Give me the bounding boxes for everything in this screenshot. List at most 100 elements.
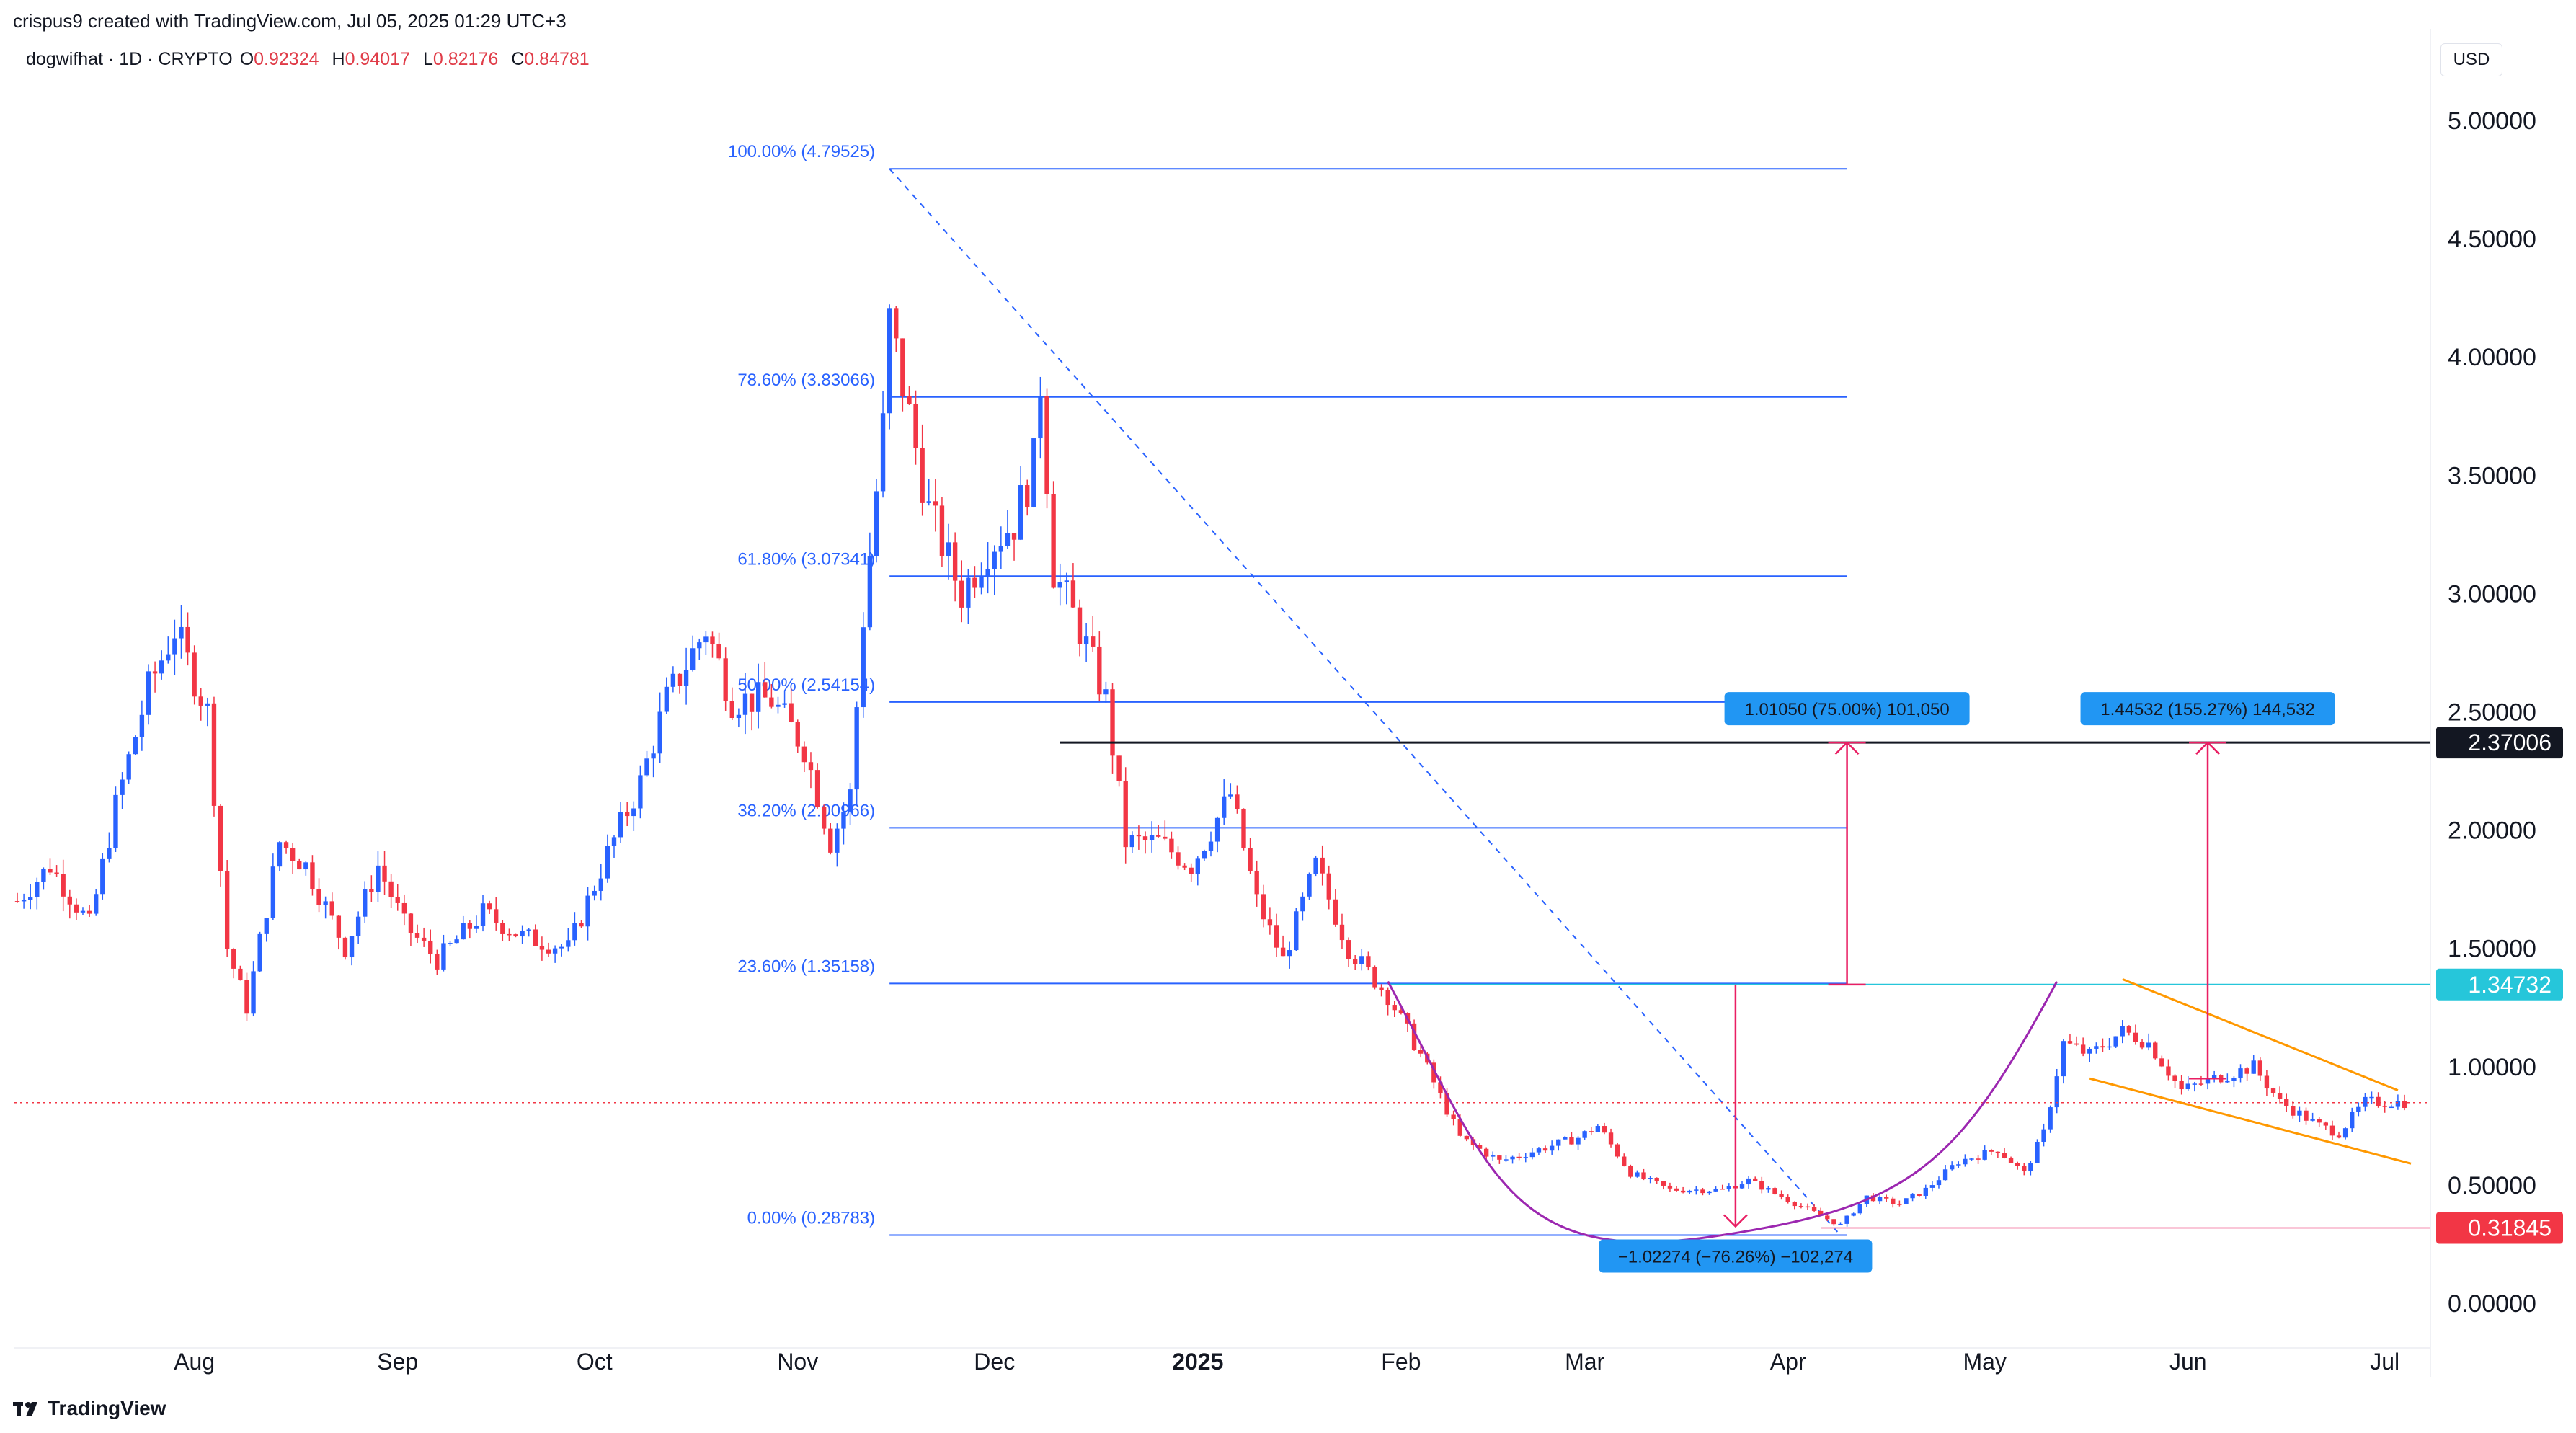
- candle-body: [1969, 1158, 1974, 1160]
- candle-body: [703, 636, 709, 643]
- candle-body: [336, 915, 342, 938]
- candle-body: [1929, 1185, 1935, 1188]
- candle-body: [54, 872, 59, 874]
- candle-body: [329, 901, 334, 916]
- y-tick-label: 3.00000: [2448, 580, 2536, 608]
- candle-body: [1923, 1187, 1928, 1197]
- candle-body: [1805, 1206, 1811, 1208]
- candle-body: [1025, 485, 1030, 507]
- candle-body: [159, 660, 164, 674]
- candle-body: [861, 627, 866, 708]
- candle-body: [959, 580, 964, 608]
- candle-body: [900, 338, 905, 397]
- candle-body: [1444, 1093, 1449, 1115]
- candle-body: [1759, 1181, 1764, 1190]
- candle-body: [2277, 1093, 2283, 1099]
- candle-body: [887, 308, 892, 414]
- candle-body: [1811, 1207, 1817, 1211]
- candle-body: [1142, 836, 1148, 840]
- candle-body: [2291, 1106, 2296, 1116]
- fib-level-label: 100.00% (4.79525): [728, 142, 875, 161]
- candle-body: [1917, 1194, 1922, 1197]
- candle-body: [139, 714, 145, 737]
- candle-body: [651, 753, 656, 759]
- candle-body: [310, 862, 315, 889]
- wedge-upper-line[interactable]: [2122, 977, 2399, 1092]
- candle-body: [755, 682, 761, 712]
- candle-body: [1851, 1213, 1856, 1216]
- candle-body: [920, 448, 925, 503]
- cup-pattern-curve[interactable]: [1387, 980, 2058, 1243]
- y-tick-label: 5.00000: [2448, 107, 2536, 135]
- fib-trend-line[interactable]: [889, 168, 1842, 1236]
- price-tag: [2436, 968, 2563, 1001]
- candle-body: [152, 671, 158, 674]
- candle-body: [2238, 1068, 2243, 1078]
- candle-body: [1667, 1185, 1673, 1189]
- candle-body: [1451, 1114, 1456, 1119]
- candle-body: [2008, 1158, 2014, 1163]
- candle-body: [749, 693, 755, 712]
- candle-body: [952, 542, 958, 581]
- x-tick-label: Aug: [174, 1349, 215, 1375]
- candle-body: [1189, 867, 1194, 874]
- wedge-lower-line[interactable]: [2089, 1077, 2412, 1165]
- candle-body: [1195, 858, 1200, 874]
- candle-body: [1635, 1172, 1640, 1177]
- candle-body: [1720, 1188, 1725, 1190]
- candle-body: [2100, 1046, 2105, 1048]
- candle-body: [1576, 1137, 1581, 1145]
- candle-body: [224, 871, 230, 949]
- candle-body: [2270, 1088, 2276, 1093]
- candle-body: [1214, 817, 1220, 842]
- ohlc-close: C0.84781: [511, 49, 595, 70]
- candle-body: [1110, 689, 1115, 756]
- chart-drawings[interactable]: −1.02274 (−76.26%) −102,274 1.01050 (75.0…: [14, 692, 2430, 1273]
- y-tick-label: 1.50000: [2448, 936, 2536, 963]
- candle-body: [1267, 919, 1273, 926]
- candle-body: [2067, 1041, 2073, 1044]
- candle-body: [677, 673, 683, 686]
- y-tick-label: 0.50000: [2448, 1172, 2536, 1199]
- candle-body: [1018, 485, 1023, 540]
- candle-body: [1352, 959, 1358, 964]
- candle-body: [1280, 947, 1286, 957]
- x-tick-label: 2025: [1172, 1349, 1223, 1375]
- candle-body: [86, 910, 92, 914]
- candle-body: [441, 943, 446, 970]
- candle-body: [1385, 990, 1390, 1006]
- candle-body: [2035, 1142, 2040, 1163]
- y-tick-label: 3.50000: [2448, 462, 2536, 489]
- candle-body: [1857, 1204, 1862, 1214]
- candle-body: [1976, 1158, 1981, 1160]
- candle-body: [2389, 1106, 2394, 1109]
- price-tag: [2436, 1212, 2563, 1244]
- currency-button[interactable]: USD: [2440, 43, 2502, 76]
- candle-body: [1989, 1150, 1994, 1152]
- candle-body: [2139, 1042, 2145, 1048]
- candle-body: [1595, 1126, 1601, 1132]
- candle-body: [1202, 851, 1207, 859]
- candle-body: [1766, 1188, 1771, 1190]
- candle-body: [283, 842, 289, 848]
- candle-body: [1904, 1198, 1909, 1204]
- fibonacci-retracement[interactable]: 100.00% (4.79525) 78.60% (3.83066) 61.80% …: [728, 142, 1847, 1236]
- candle-body: [2166, 1066, 2171, 1076]
- candle-body: [992, 551, 997, 569]
- x-tick-label: Oct: [577, 1349, 613, 1375]
- candle-body: [500, 923, 505, 934]
- candle-body: [1222, 796, 1227, 818]
- candle-body: [1248, 848, 1253, 871]
- chart-grid: [14, 29, 2431, 1377]
- candle-body: [716, 644, 721, 659]
- symbol-name: dogwifhat · 1D · CRYPTO: [26, 49, 233, 69]
- candle-body: [421, 937, 427, 941]
- candle-body: [414, 933, 420, 938]
- candle-body: [2159, 1058, 2164, 1067]
- candle-body: [683, 670, 689, 686]
- chart-credit: crispus9 created with TradingView.com, J…: [13, 10, 567, 32]
- candle-body: [166, 654, 171, 661]
- candle-body: [1182, 865, 1187, 868]
- candle-body: [264, 918, 269, 934]
